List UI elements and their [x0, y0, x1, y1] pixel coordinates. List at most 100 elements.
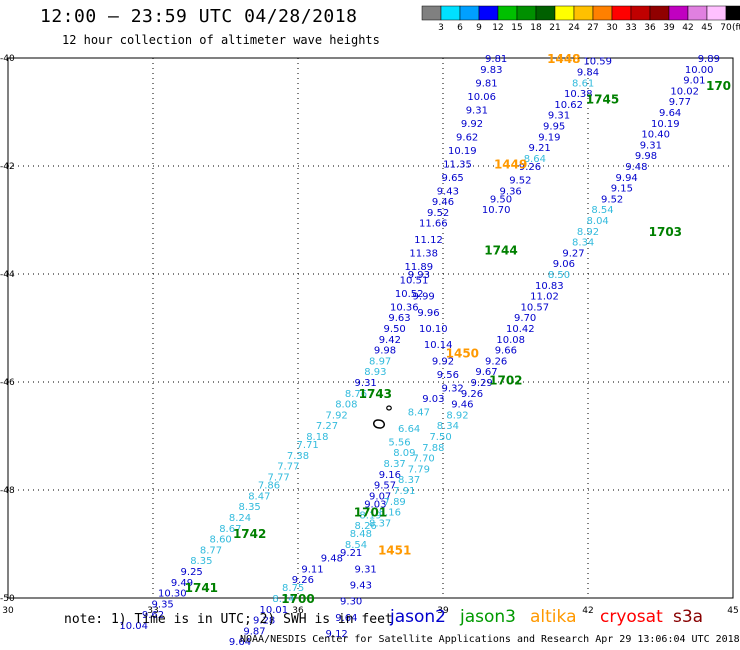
x-tick-label: 39 [437, 606, 449, 616]
colorbar-tick-label: 9 [476, 23, 482, 33]
wave-height-value: 10.01 [260, 605, 289, 616]
wave-height-value: 10.59 [583, 57, 612, 68]
satellite-jason3: jason3 [460, 607, 516, 627]
pass-time-label: 1701 [354, 506, 387, 520]
wave-height-value: 9.48 [321, 554, 343, 565]
wave-height-value: 9.98 [374, 346, 396, 357]
colorbar-swatch [459, 5, 480, 21]
wave-height-value: 9.52 [509, 176, 531, 187]
wave-height-value: 9.01 [683, 76, 705, 87]
footer-note: note: 1) Time is in UTC; 2) SWH is in fe… [64, 612, 393, 627]
wave-height-value: 10.40 [641, 130, 670, 141]
wave-height-value: 9.21 [340, 548, 362, 559]
x-tick-label: 30 [2, 606, 14, 616]
wave-height-value: 10.19 [448, 146, 477, 157]
wave-height-value: 9.93 [408, 270, 430, 281]
wave-height-value: 7.91 [393, 486, 415, 497]
wave-height-value: 9.64 [335, 613, 357, 624]
wave-height-value: 7.77 [268, 473, 290, 484]
map-frame [7, 57, 734, 599]
x-axis-ticks: 30 33 36 39 42 45 [2, 606, 738, 616]
wave-height-value: 9.43 [437, 186, 459, 197]
wave-height-value: 10.52 [395, 289, 424, 300]
wave-height-value: 7.79 [408, 464, 430, 475]
wave-height-value: 8.64 [524, 154, 546, 165]
wave-height-value: 9.89 [698, 54, 720, 65]
wave-height-value: 8.77 [200, 545, 222, 556]
colorbar-tick-label: 15 [511, 23, 522, 33]
wave-height-value: 10.08 [496, 335, 525, 346]
wave-height-value: 9.46 [451, 400, 473, 411]
wave-height-value: 9.52 [427, 208, 449, 219]
wave-height-value: 10.10 [419, 324, 448, 335]
colorbar-swatch [649, 5, 670, 21]
wave-height-value: 9.56 [437, 370, 459, 381]
wave-height-value: 10.83 [535, 281, 564, 292]
wave-height-value: 9.66 [495, 346, 517, 357]
wave-height-value: 7.71 [297, 440, 319, 451]
wave-height-value: 9.16 [379, 470, 401, 481]
wave-height-value: 9.43 [350, 581, 372, 592]
wave-height-value: 8.61 [572, 78, 594, 89]
wave-height-value: 8.50 [548, 270, 570, 281]
colorbar-swatch [668, 5, 689, 21]
wave-height-values: 9.819.839.8110.069.319.929.6210.1911.359… [119, 54, 720, 648]
wave-height-value: 9.21 [529, 143, 551, 154]
colorbar-swatch [497, 5, 518, 21]
wave-height-value: 8.37 [384, 459, 406, 470]
wave-height-value: 9.30 [340, 597, 362, 608]
wave-height-value: 9.26 [519, 162, 541, 173]
wave-height-value: 9.84 [577, 68, 599, 79]
wave-height-value: 9.03 [422, 394, 444, 405]
pass-time-label: 1702 [489, 373, 522, 387]
wave-height-value: 8.48 [350, 529, 372, 540]
wave-height-value: 8.76 [345, 389, 367, 400]
wave-height-value: 9.12 [326, 629, 348, 640]
wave-height-value: 10.38 [564, 89, 593, 100]
wave-height-value: 10.36 [390, 302, 419, 313]
wave-height-value: 9.83 [480, 65, 502, 76]
colorbar-tick-label: 21 [549, 23, 560, 33]
wave-height-value: 10.19 [651, 119, 680, 130]
wave-height-value: 9.96 [417, 308, 439, 319]
wave-height-value: 7.89 [384, 497, 406, 508]
footer-credit: NOAA/NESDIS Center for Satellite Applica… [240, 634, 740, 645]
wave-height-value: 8.54 [591, 205, 613, 216]
wave-height-value: 9.70 [514, 313, 536, 324]
pass-time-label: 1700 [281, 592, 314, 606]
satellite-jason2: jason2 [390, 607, 446, 627]
wave-height-value: 8.92 [446, 410, 468, 421]
wave-height-value: 8.47 [248, 491, 270, 502]
wave-height-value: 9.81 [475, 78, 497, 89]
wave-height-value: 9.94 [616, 173, 638, 184]
pass-time-label: 1745 [586, 93, 619, 107]
wave-height-value: 7.77 [277, 462, 299, 473]
wave-height-value: 7.86 [258, 481, 280, 492]
satellite-s3a: s3a [673, 607, 704, 627]
wave-height-value: 9.81 [485, 54, 507, 65]
colorbar-unit: (ft) [732, 23, 740, 33]
y-tick-label: -40 [0, 54, 15, 64]
wave-height-value: 9.11 [301, 564, 323, 575]
wave-height-value: 9.36 [500, 186, 522, 197]
wave-height-value: 7.38 [287, 451, 309, 462]
wave-height-value: 8.35 [239, 502, 261, 513]
colorbar-tick-label: 39 [663, 23, 675, 33]
wave-height-value: 11.12 [414, 235, 443, 246]
wave-height-value: 8.18 [306, 432, 328, 443]
wave-height-value: 11.89 [405, 262, 434, 273]
wave-height-value: 8.16 [379, 508, 401, 519]
wave-height-value: 10.04 [119, 621, 148, 632]
wave-height-value: 10.14 [424, 340, 453, 351]
y-tick-label: -50 [0, 594, 15, 604]
wave-height-value: 8.26 [355, 521, 377, 532]
wave-height-value: 9.42 [379, 335, 401, 346]
colorbar-tick-label: 30 [606, 23, 618, 33]
x-tick-label: 36 [292, 606, 304, 616]
colorbar-tick-label: 3 [438, 23, 444, 33]
wave-height-value: 8.75 [282, 583, 304, 594]
colorbar-swatch [706, 5, 727, 21]
pass-time-label: 1703 [649, 225, 682, 239]
wave-height-value: 9.62 [456, 132, 478, 143]
wave-height-value: 10.42 [506, 324, 535, 335]
